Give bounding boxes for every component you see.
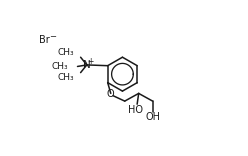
Text: CH₃: CH₃ [58, 48, 74, 57]
Text: N: N [83, 60, 91, 70]
Text: +: + [88, 57, 94, 66]
Text: CH₃: CH₃ [52, 62, 68, 71]
Text: −: − [50, 32, 57, 41]
Text: CH₃: CH₃ [58, 73, 74, 82]
Text: Br: Br [39, 35, 50, 45]
Text: HO: HO [128, 105, 143, 115]
Text: OH: OH [145, 112, 160, 122]
Text: O: O [107, 89, 115, 99]
